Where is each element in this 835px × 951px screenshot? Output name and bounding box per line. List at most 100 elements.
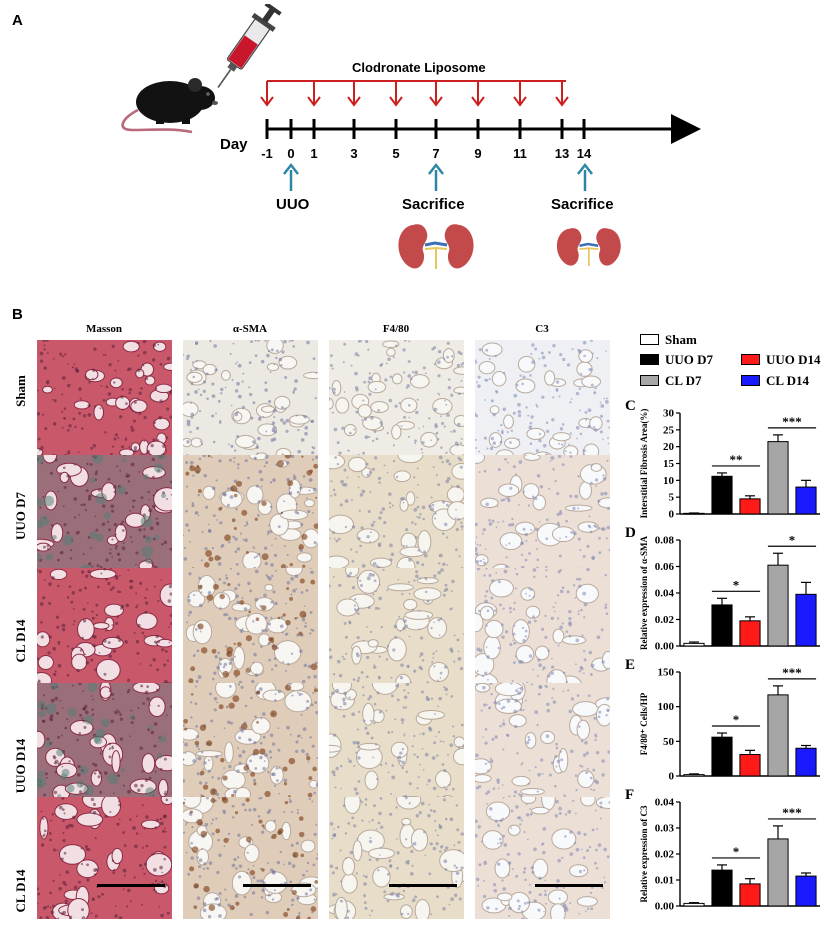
day-tick-label: 3 [350,146,358,161]
histology-image--sma-row-2 [183,455,318,577]
legend-swatch [741,375,760,386]
y-tick-label: 20 [663,441,675,453]
day-tick-label: 11 [513,146,527,161]
bar-uuo-d7 [711,869,733,907]
bar-cl-d7 [739,883,761,907]
y-axis-label: Relative expression of C3 [639,805,649,903]
column-header-c3: C3 [535,323,549,335]
scale-bar [243,884,311,887]
legend-label: UUO D7 [665,352,714,367]
row-header-uuo-d7: UUO D7 [13,491,28,541]
y-tick-label: 0.04 [655,588,675,600]
sacrifice-d14-label: Sacrifice [551,196,614,213]
panel-letter-b: B [12,306,23,323]
uuo-arrow [283,162,299,191]
legend-swatch [640,334,659,345]
legend-label: CL D14 [766,373,809,388]
y-tick-label: 0 [669,771,675,783]
significance-label: *** [782,805,802,820]
histology-image-masson-row-3 [37,568,172,690]
day-tick-label: -1 [261,146,273,161]
histology-image-f4-80-row-2 [329,455,464,577]
liposome-label: Clodronate Liposome [352,60,486,75]
significance-label: * [733,577,740,592]
histology-image-c3-row-1 [475,340,610,462]
significance-label: * [733,844,740,859]
panel-letter-a: A [12,12,23,29]
significance-label: ** [730,452,743,467]
uuo-event-label: UUO [276,196,310,213]
liposome-injection-arrow [471,81,485,107]
histology-image--sma-row-3 [183,568,318,690]
significance-label: * [733,712,740,727]
bar-uuo-d7 [711,736,733,777]
scale-bar [97,884,165,887]
histology-image-masson-row-5 [37,797,172,919]
column-header-f480: F4/80 [382,323,410,335]
liposome-injection-arrow [513,81,527,107]
y-tick-label: 30 [663,408,675,420]
y-tick-label: 100 [658,701,675,713]
histology-image-c3-row-2 [475,455,610,577]
histology-image-f4-80-row-4 [329,683,464,805]
day-tick-label: 5 [392,146,400,161]
day-tick-label: 14 [576,146,592,161]
y-tick-label: 0.00 [655,641,675,653]
day-tick-label: 0 [287,146,295,161]
day-tick-label: 7 [432,146,440,161]
bar-sham [683,774,705,777]
histology-image-c3-row-3 [475,568,610,690]
liposome-injection-arrow [307,81,321,107]
scale-bar [389,884,457,887]
y-tick-label: 0.03 [655,823,675,835]
y-tick-label: 0.08 [655,535,675,547]
column-header-masson: Masson [85,323,123,335]
row-header-cl-d14: CL D14 [13,619,28,663]
day-tick-label: 13 [554,146,570,161]
legend-label: UUO D14 [766,352,821,367]
panel-letter: D [625,525,636,541]
mouse-icon [121,78,218,134]
bar-uuo-d7 [711,475,733,515]
day-label: Day [220,136,248,153]
timeline-diagram [260,80,701,269]
legend-label: Sham [665,332,697,347]
y-tick-label: 5 [669,492,675,504]
bar-uuo-d14 [767,441,789,515]
kidney-pair-icon [556,228,621,267]
bar-uuo-d14 [767,564,789,647]
legend-swatch [741,354,760,365]
panel-letter: E [625,657,635,673]
row-header-uuo-d14: UUO D14 [13,738,28,794]
y-tick-label: 0.06 [655,561,675,573]
bar-uuo-d14 [767,694,789,777]
legend-item-cl-d14: CL D14 [741,373,809,389]
histology-image--sma-row-1 [183,340,318,462]
histology-image--sma-row-4 [183,683,318,805]
y-axis-label: Interstitial Fibrosis Area(%) [639,409,649,519]
bar-cl-d14 [795,593,817,647]
bar-sham [683,902,705,907]
y-tick-label: 150 [658,667,675,679]
legend-label: CL D7 [665,373,702,388]
scale-bar [535,884,603,887]
panel-letter: C [625,398,636,414]
y-axis-label: Relative expression of α-SMA [639,535,649,650]
bar-uuo-d7 [711,604,733,647]
histology-image-f4-80-row-5 [329,797,464,919]
bar-cl-d7 [739,498,761,515]
kidney-pair-icon [398,224,474,269]
row-header-sham: Sham [13,375,28,407]
column-header-asma: α-SMA [232,323,268,335]
histology-image-c3-row-5 [475,797,610,919]
histology-image-f4-80-row-3 [329,568,464,690]
legend-item-uuo-d7: UUO D7 [640,352,713,368]
histology-image-f4-80-row-1 [329,340,464,462]
y-tick-label: 0.00 [655,901,675,913]
histology-image-masson-row-4 [37,683,172,805]
bar-cl-d14 [795,875,817,907]
y-tick-label: 0.04 [655,797,675,809]
